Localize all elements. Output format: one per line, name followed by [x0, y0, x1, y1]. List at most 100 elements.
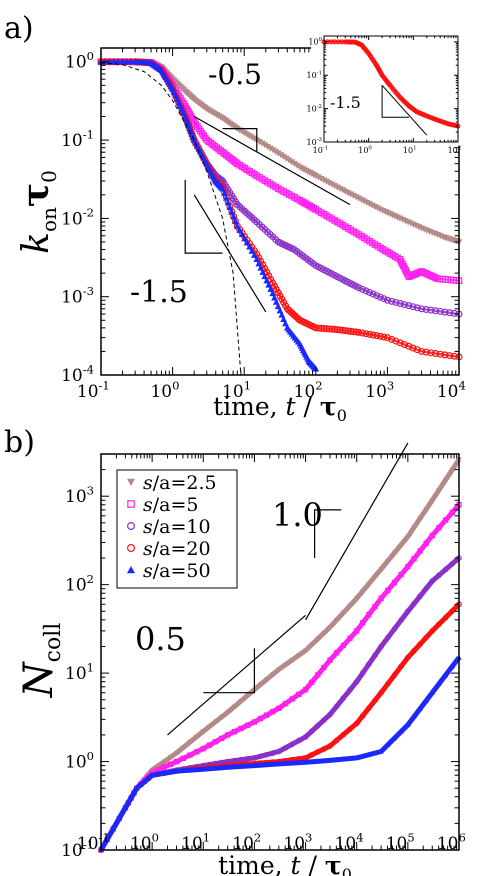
- series-s20-point: [446, 352, 454, 360]
- series-s2_5-point: [200, 729, 206, 734]
- series-s50-point: [228, 208, 236, 215]
- series-s2_5-point: [277, 152, 285, 159]
- series-s50-point: [167, 769, 174, 775]
- series-s50-point: [423, 698, 429, 703]
- series-s5-point: [372, 603, 378, 610]
- legend-marker-s10: [126, 521, 135, 530]
- series-s50-point: [347, 755, 353, 761]
- series-s50-point: [233, 222, 241, 229]
- series-s50-point: [245, 763, 251, 769]
- series-s10-point: [372, 652, 378, 659]
- series-s20-point: [405, 342, 413, 350]
- series-s50-point: [114, 58, 122, 65]
- series-s20-point: [333, 737, 340, 744]
- inset-slope-triangle: [381, 85, 409, 118]
- series-s2_5-point: [270, 672, 276, 678]
- series-s20-point: [321, 746, 327, 752]
- series-s2_5-point: [398, 542, 404, 548]
- legend-label-s20: s/a=20: [143, 538, 211, 560]
- series-s50-point: [194, 767, 200, 772]
- panel-a-x-axis-label: time, t / τ0: [213, 392, 347, 425]
- series-s10-point: [378, 643, 384, 650]
- series-s50-point: [385, 742, 391, 747]
- series-s2_5-point: [405, 534, 411, 540]
- series-s2_5-point: [309, 642, 315, 648]
- series-s2_5-point: [423, 507, 429, 512]
- series-s10-point: [244, 755, 251, 762]
- series-s10-point: [442, 566, 449, 573]
- series-s50-point: [243, 239, 251, 246]
- series-s50-point: [267, 285, 275, 292]
- series-s10-point: [308, 728, 315, 735]
- series-s20-point: [340, 731, 347, 738]
- panel-a-y-tick-label: 10-2: [61, 206, 94, 230]
- panel-b-y-tick-label: 10-1: [61, 837, 94, 861]
- series-s10-point: [257, 753, 264, 760]
- series-s10-point: [409, 303, 417, 311]
- series-s2_5-point: [212, 719, 219, 725]
- series-s10-point: [369, 290, 377, 298]
- series-s2_5-point: [288, 159, 296, 166]
- series-s20-point: [423, 634, 429, 641]
- series-s5-point: [449, 509, 455, 516]
- series-s2_5-point: [321, 630, 327, 636]
- series-s50-point: [131, 790, 137, 796]
- series-s10-point: [251, 755, 258, 761]
- series-s2_5-point: [276, 667, 282, 673]
- panel-b-slope-1-slope-label: 0.5: [135, 620, 186, 658]
- series-s50-point: [411, 714, 417, 719]
- series-s10-point: [276, 748, 282, 755]
- series-s2_5-point: [443, 477, 449, 483]
- series-s5-point: [263, 712, 270, 718]
- series-s50-point: [261, 272, 269, 280]
- series-s10-point: [450, 309, 458, 317]
- legend-label-s10: s/a=10: [143, 516, 211, 538]
- series-s5-point: [423, 540, 429, 546]
- series-s50-point: [212, 765, 219, 771]
- series-s50-point: [248, 247, 256, 254]
- series-s50-point: [405, 722, 411, 727]
- series-s20-point: [383, 334, 391, 342]
- legend-entry-s2_5: s/a=2.5: [127, 472, 217, 494]
- series-s50-point: [257, 264, 265, 271]
- series-s10-point: [373, 292, 381, 300]
- panel-b-x-tick-labels: 10-1 100 101 102 103 104 105 106: [77, 830, 466, 854]
- series-s20-point: [441, 351, 449, 359]
- series-s20-point: [380, 333, 388, 341]
- series-s10-point: [360, 670, 366, 676]
- series-s20-point: [436, 350, 444, 358]
- series-s2_5-point: [315, 636, 321, 642]
- panel-a-x-tick-label: 103: [365, 378, 394, 402]
- panel-b-y-tick-label: 103: [65, 484, 94, 508]
- series-s50-point: [340, 756, 346, 762]
- series-s2_5-point: [266, 145, 274, 152]
- panel-a-slope-1-slope-triangle: [222, 128, 258, 153]
- series-s5-point: [231, 729, 238, 735]
- series-s10-point: [436, 572, 442, 579]
- series-s5-point: [378, 595, 384, 602]
- series-s50-point: [128, 795, 134, 801]
- panel-b-plot-area: 0.5 1.0: [98, 442, 462, 853]
- series-s10-point: [383, 296, 391, 304]
- series-s50-point: [334, 757, 340, 762]
- series-s10-point: [362, 287, 370, 295]
- series-s20-point: [427, 349, 435, 357]
- series-s10-point: [411, 600, 417, 607]
- legend-label-s2_5: s/a=2.5: [143, 472, 217, 494]
- panel-b-x-tick-label: 105: [386, 830, 415, 854]
- series-s2_5-point: [161, 759, 167, 765]
- series-s50-point: [226, 203, 234, 211]
- series-s20-point: [432, 350, 440, 357]
- series-s20-point: [366, 705, 372, 711]
- panel-b-x-tick-label: 10-1: [77, 830, 110, 854]
- series-s20-point: [372, 697, 378, 704]
- series-s50-point: [241, 235, 248, 242]
- series-s10-point: [282, 745, 289, 751]
- series-s5-point: [251, 719, 258, 725]
- series-s50-point: [282, 760, 289, 766]
- series-s50-point: [263, 277, 271, 284]
- series-s50-point: [246, 243, 253, 250]
- series-s50-point: [230, 213, 238, 220]
- panel-a-y-axis-label: konτ0: [15, 170, 61, 254]
- series-s10-point: [441, 308, 449, 316]
